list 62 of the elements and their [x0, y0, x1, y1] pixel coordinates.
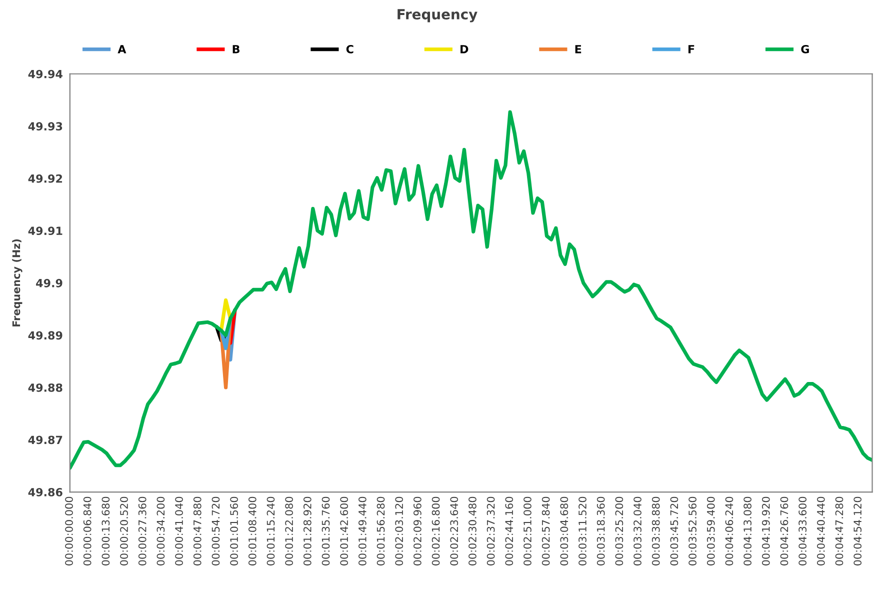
x-tick-label: 00:02:44.160 [505, 496, 514, 566]
x-tick-label: 00:04:26.760 [780, 496, 788, 566]
x-tick-label: 00:02:23.640 [450, 496, 458, 566]
legend-label: C [346, 44, 354, 54]
x-tick-label: 00:01:49.440 [358, 496, 366, 566]
x-tick-label: 00:04:06.240 [725, 496, 734, 566]
legend-label: G [801, 44, 809, 54]
x-tick-label: 00:01:35.760 [322, 496, 330, 566]
legend-label: B [232, 45, 240, 54]
x-tick-label: 00:03:52.560 [688, 496, 696, 566]
x-tick-label: 00:03:18.360 [596, 496, 605, 566]
x-tick-label: 00:00:54.720 [212, 496, 220, 566]
x-tick-label: 00:02:03.120 [395, 496, 404, 566]
legend-label: D [460, 45, 468, 54]
legend-label: A [118, 45, 126, 54]
x-tick-label: 00:03:11.520 [578, 496, 586, 566]
x-tick-label: 00:00:41.040 [175, 496, 183, 566]
x-tick-label: 00:04:13.080 [744, 496, 752, 566]
y-tick-label: 49.86 [28, 488, 62, 496]
chart-title: Frequency [398, 9, 478, 22]
y-tick-label: 49.89 [28, 331, 62, 340]
x-tick-label: 00:02:51.000 [524, 496, 532, 566]
y-axis-title: Frequency (Hz) [12, 239, 22, 326]
y-tick-label: 49.93 [28, 122, 62, 131]
legend-label: F [688, 45, 694, 54]
legend-label: E [575, 45, 582, 54]
x-tick-label: 00:00:00.000 [65, 496, 73, 566]
x-tick-label: 00:03:59.400 [706, 496, 715, 566]
x-tick-label: 00:03:45.720 [670, 496, 678, 566]
x-tick-label: 00:02:09.960 [414, 496, 422, 566]
x-tick-label: 00:04:47.280 [835, 496, 844, 566]
x-tick-label: 00:01:56.280 [376, 496, 385, 566]
x-tick-label: 00:03:04.680 [560, 496, 568, 566]
x-tick-label: 00:01:22.080 [285, 496, 294, 566]
x-tick-label: 00:03:25.200 [615, 496, 624, 566]
y-tick-label: 49.91 [28, 226, 62, 236]
y-tick-label: 49.88 [28, 383, 62, 392]
x-tick-label: 00:03:38.880 [652, 496, 660, 566]
x-tick-label: 00:01:15.240 [266, 496, 275, 566]
x-tick-label: 00:02:37.320 [486, 496, 495, 566]
x-tick-label: 00:04:54.120 [854, 496, 862, 566]
y-tick-label: 49.9 [36, 278, 62, 288]
y-tick-label: 49.92 [28, 174, 62, 183]
x-tick-label: 00:01:01.560 [230, 496, 238, 566]
x-tick-label: 00:04:19.920 [762, 496, 770, 566]
x-tick-label: 00:02:16.800 [432, 496, 440, 566]
x-tick-label: 00:00:27.360 [138, 496, 146, 566]
x-tick-label: 00:01:08.400 [248, 496, 256, 566]
x-tick-label: 00:03:32.040 [634, 496, 642, 566]
x-tick-label: 00:01:28.920 [303, 496, 312, 566]
x-tick-label: 00:02:30.480 [468, 496, 476, 566]
x-tick-label: 00:02:57.840 [542, 496, 550, 566]
y-tick-label: 49.87 [28, 436, 62, 444]
x-tick-label: 00:00:13.680 [102, 496, 110, 566]
x-tick-label: 00:00:20.520 [120, 496, 128, 566]
x-tick-label: 00:04:40.440 [816, 496, 825, 566]
x-tick-label: 00:04:33.600 [798, 496, 807, 566]
x-tick-label: 00:00:34.200 [156, 496, 165, 566]
x-tick-label: 00:01:42.600 [340, 496, 348, 566]
x-tick-label: 00:00:47.880 [193, 496, 202, 566]
x-tick-label: 00:00:06.840 [83, 496, 92, 566]
y-tick-label: 49.94 [28, 70, 62, 78]
